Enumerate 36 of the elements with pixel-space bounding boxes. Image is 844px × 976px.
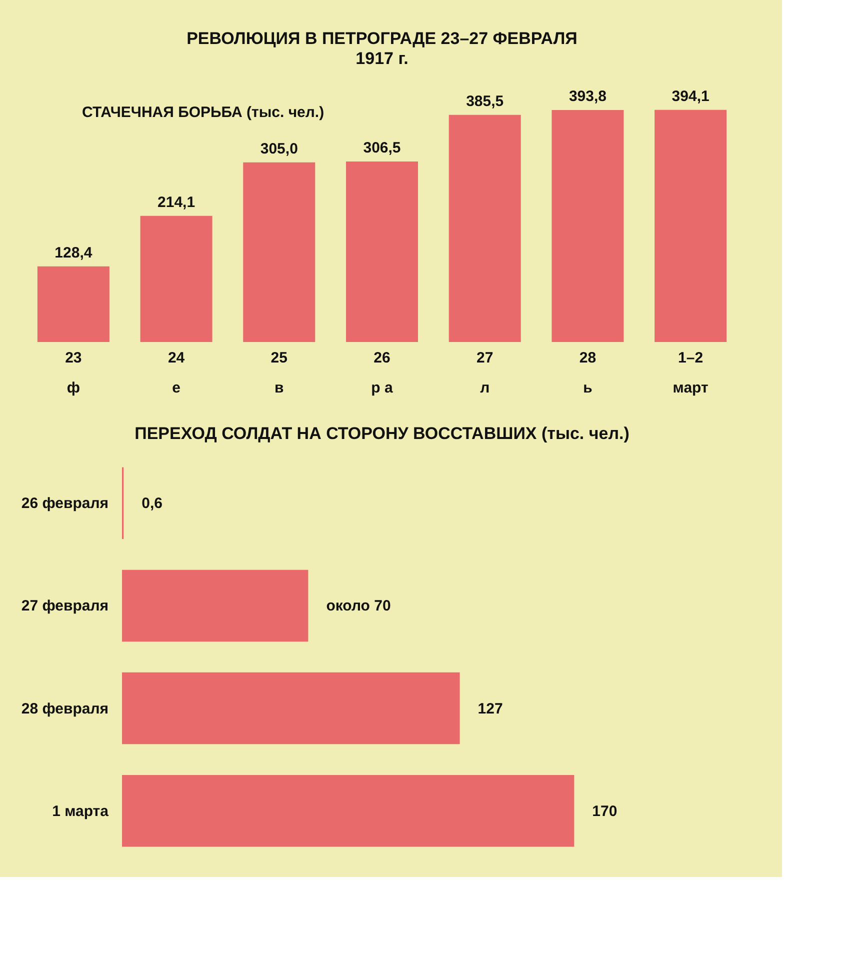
chart-title: ПЕРЕХОД СОЛДАТ НА СТОРОНУ ВОССТАВШИХ (тыс. чел.): [134, 424, 630, 443]
bar: [122, 570, 308, 642]
data-label: 393,8: [568, 88, 606, 106]
bar: [122, 672, 460, 744]
data-label: 0,6: [142, 495, 162, 512]
x-tick-label: 24 е: [168, 350, 186, 396]
chart-subtitle: 1917 г.: [356, 49, 408, 68]
data-label: 305,0: [260, 140, 298, 158]
bar: [552, 110, 624, 342]
x-tick-label: 26 р а: [371, 350, 394, 396]
x-tick-label: 1–2 март: [672, 350, 708, 396]
y-tick-label: 1 марта: [52, 802, 110, 820]
data-label: 127: [478, 700, 503, 718]
bar: [448, 114, 521, 342]
y-tick-label: 27 февраля: [21, 598, 108, 615]
bar: [346, 161, 418, 342]
x-tick-label: 27 л: [476, 350, 494, 396]
data-label: 170: [592, 802, 618, 820]
x-tick-label: 23 ф: [65, 350, 82, 396]
chart-title: РЕВОЛЮЦИЯ В ПЕТРОГРАДЕ 23–27 ФЕВРАЛЯ: [186, 29, 578, 48]
x-tick-label: 25 в: [270, 350, 288, 396]
x-tick-label: 28 ь: [579, 350, 596, 396]
bar: [140, 216, 212, 342]
data-label: 128,4: [54, 244, 93, 262]
data-label: 385,5: [466, 92, 504, 110]
y-tick-label: 28 февраля: [21, 700, 108, 718]
y-tick-label: 26 февраля: [21, 495, 108, 512]
data-label: около 70: [326, 598, 391, 615]
bar: [37, 266, 110, 342]
bar: [654, 110, 727, 342]
bar: [243, 162, 316, 342]
annotation: СТАЧЕЧНАЯ БОРЬБА (тыс. чел.): [82, 104, 324, 121]
bar: [122, 774, 574, 847]
data-label: 214,1: [158, 194, 196, 211]
data-label: 306,5: [363, 139, 401, 156]
data-label: 394,1: [672, 88, 710, 105]
